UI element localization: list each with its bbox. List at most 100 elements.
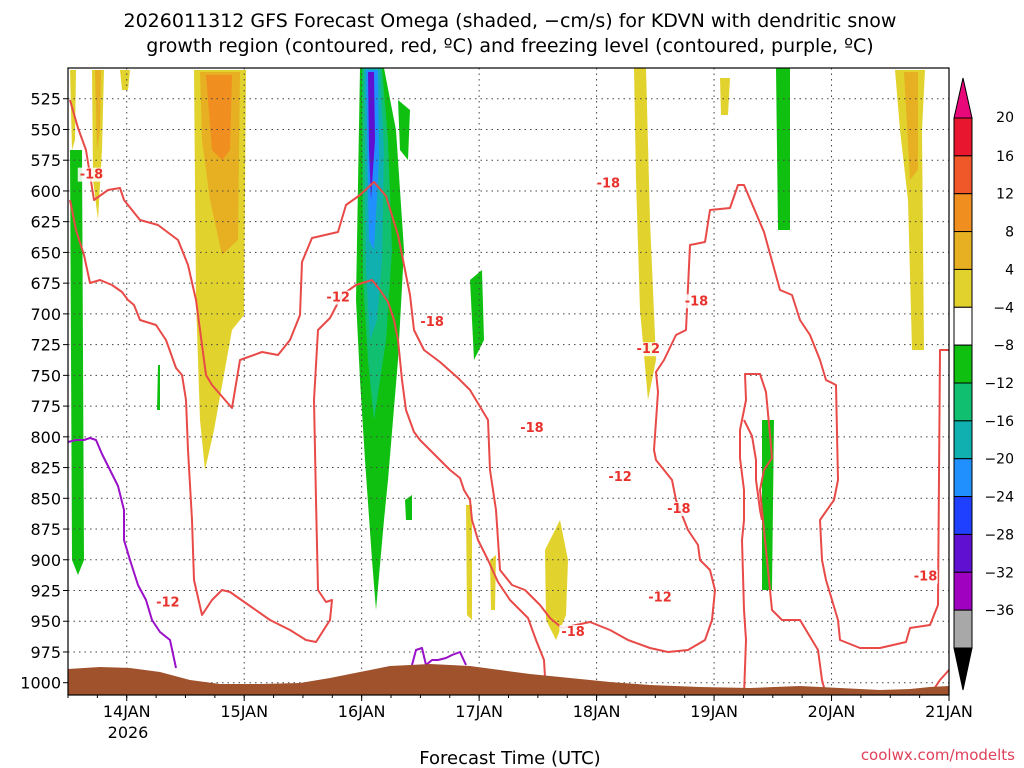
y-tick-label-975: 975 xyxy=(30,643,61,662)
contour-label-bg-0 xyxy=(77,167,104,182)
colorbar-label-5: −4 xyxy=(993,300,1014,316)
y-tick-label-600: 600 xyxy=(30,182,61,201)
y-tick-label-950: 950 xyxy=(30,612,61,631)
contour-label-bg-4 xyxy=(418,315,445,330)
colorbar-label-2: 12 xyxy=(996,187,1014,203)
contour-label-6: -18 xyxy=(520,421,544,436)
contour-label-11: -18 xyxy=(561,625,585,640)
colorbar-swatch-0 xyxy=(953,117,973,157)
contour-label-2: -12 xyxy=(326,291,350,306)
colorbar-label-8: −16 xyxy=(984,414,1014,430)
contour-label-bg-10 xyxy=(646,590,673,605)
contour-label-bg-7 xyxy=(606,470,633,485)
y-tick-label-525: 525 xyxy=(30,90,61,109)
y-tick-label-625: 625 xyxy=(30,213,61,232)
colorbar-swatch-2 xyxy=(953,193,973,233)
plot-area xyxy=(67,67,950,696)
x-axis-label: Forecast Time (UTC) xyxy=(419,748,600,768)
omega-blob-5 xyxy=(120,70,130,90)
freezing-level-mid xyxy=(411,647,467,666)
omega-blob-21 xyxy=(720,78,730,115)
omega-blob-18 xyxy=(490,555,496,610)
contour-label-bg-9 xyxy=(154,595,181,610)
contour-label-1: -18 xyxy=(597,176,621,191)
colorbar-label-0: 20 xyxy=(996,110,1014,126)
colorbar-bottom-arrow xyxy=(953,647,973,691)
contour-label-7: -12 xyxy=(608,470,632,485)
omega-blob-3 xyxy=(92,70,104,220)
y-tick-label-750: 750 xyxy=(30,366,61,385)
colorbar-label-1: 16 xyxy=(996,149,1014,165)
omega-blob-4 xyxy=(95,70,101,150)
omega-blob-13 xyxy=(368,72,375,200)
contour-label-4: -18 xyxy=(420,315,444,330)
omega-shading xyxy=(70,68,925,640)
y-tick-label-725: 725 xyxy=(30,336,61,355)
colorbar-swatch-4 xyxy=(953,268,973,308)
omega-blob-26 xyxy=(157,365,160,410)
y-tick-label-900: 900 xyxy=(30,551,61,570)
x-tick-label-18JAN: 18JAN xyxy=(573,702,621,721)
y-tick-label-800: 800 xyxy=(30,428,61,447)
colorbar-swatch-13 xyxy=(953,609,973,649)
colorbar-swatch-1 xyxy=(953,155,973,195)
x-axis-year-label: 2026 xyxy=(108,723,149,742)
omega-blob-8 xyxy=(206,75,232,160)
colorbar-label-3: 8 xyxy=(1005,225,1014,241)
x-tick-label-17JAN: 17JAN xyxy=(455,702,503,721)
contour-label-bg-5 xyxy=(634,342,661,357)
contour-minus18-left-lower xyxy=(69,199,547,696)
x-tick-label-21JAN: 21JAN xyxy=(925,702,973,721)
x-tick-label-16JAN: 16JAN xyxy=(338,702,386,721)
contour-label-bg-8 xyxy=(665,502,692,517)
colorbar: 20 16 12 8 4 −4 −8 −12 −16 −20 −24 −28 −32 −36 xyxy=(953,77,1014,691)
contour-labels: -18 -18 -12 -18 -18 -12 -18 -12 -18 -12 -12 -18 -18 xyxy=(77,167,938,640)
contour-label-12: -18 xyxy=(914,570,938,585)
contour-label-bg-3 xyxy=(682,294,709,309)
x-tick-label-19JAN: 19JAN xyxy=(690,702,738,721)
contour-label-0: -18 xyxy=(80,168,104,183)
contour-label-8: -18 xyxy=(667,502,691,517)
colorbar-label-13: −36 xyxy=(984,603,1014,619)
colorbar-swatch-7 xyxy=(953,382,973,422)
colorbar-swatch-8 xyxy=(953,420,973,460)
contour-minus12-inner xyxy=(743,419,763,521)
contour-minus18-left-upper xyxy=(69,99,949,653)
y-tick-label-700: 700 xyxy=(30,305,61,324)
y-tick-label-825: 825 xyxy=(30,459,61,478)
contour-label-bg-2 xyxy=(324,290,351,305)
contour-label-bg-6 xyxy=(518,420,545,435)
omega-blob-16 xyxy=(405,495,412,520)
contour-label-bg-1 xyxy=(594,176,621,191)
colorbar-swatch-5 xyxy=(953,306,973,346)
x-tick-label-20JAN: 20JAN xyxy=(808,702,856,721)
omega-blob-25 xyxy=(904,72,918,180)
colorbar-swatch-9 xyxy=(953,458,973,498)
y-tick-label-875: 875 xyxy=(30,520,61,539)
ground-surface xyxy=(68,664,949,695)
colorbar-swatch-6 xyxy=(953,344,973,384)
contour-label-9: -12 xyxy=(156,595,180,610)
contour-label-bg-11 xyxy=(559,624,586,639)
colorbar-label-9: −20 xyxy=(984,452,1014,468)
x-axis-ticks: 14JAN 15JAN 16JAN 17JAN 18JAN 19JAN 20JAN 21JAN xyxy=(67,695,973,721)
y-tick-label-1000: 1000 xyxy=(20,674,61,693)
chart-title-line-2: growth region (contoured, red, ºC) and f… xyxy=(146,35,873,57)
contour-label-10: -12 xyxy=(648,591,672,606)
ground-fill xyxy=(68,664,949,695)
colorbar-top-arrow xyxy=(953,77,973,119)
y-tick-label-775: 775 xyxy=(30,397,61,416)
y-tick-label-850: 850 xyxy=(30,489,61,508)
omega-blob-1 xyxy=(70,150,84,575)
colorbar-label-12: −32 xyxy=(984,565,1014,581)
y-tick-label-925: 925 xyxy=(30,582,61,601)
contour-label-5: -12 xyxy=(637,342,661,357)
y-tick-label-675: 675 xyxy=(30,274,61,293)
colorbar-label-4: 4 xyxy=(1005,262,1014,278)
contour-label-bg-12 xyxy=(911,569,938,584)
omega-blob-19 xyxy=(545,520,568,640)
gridlines xyxy=(68,68,950,695)
temperature-contours xyxy=(67,99,950,696)
y-tick-label-550: 550 xyxy=(30,120,61,139)
